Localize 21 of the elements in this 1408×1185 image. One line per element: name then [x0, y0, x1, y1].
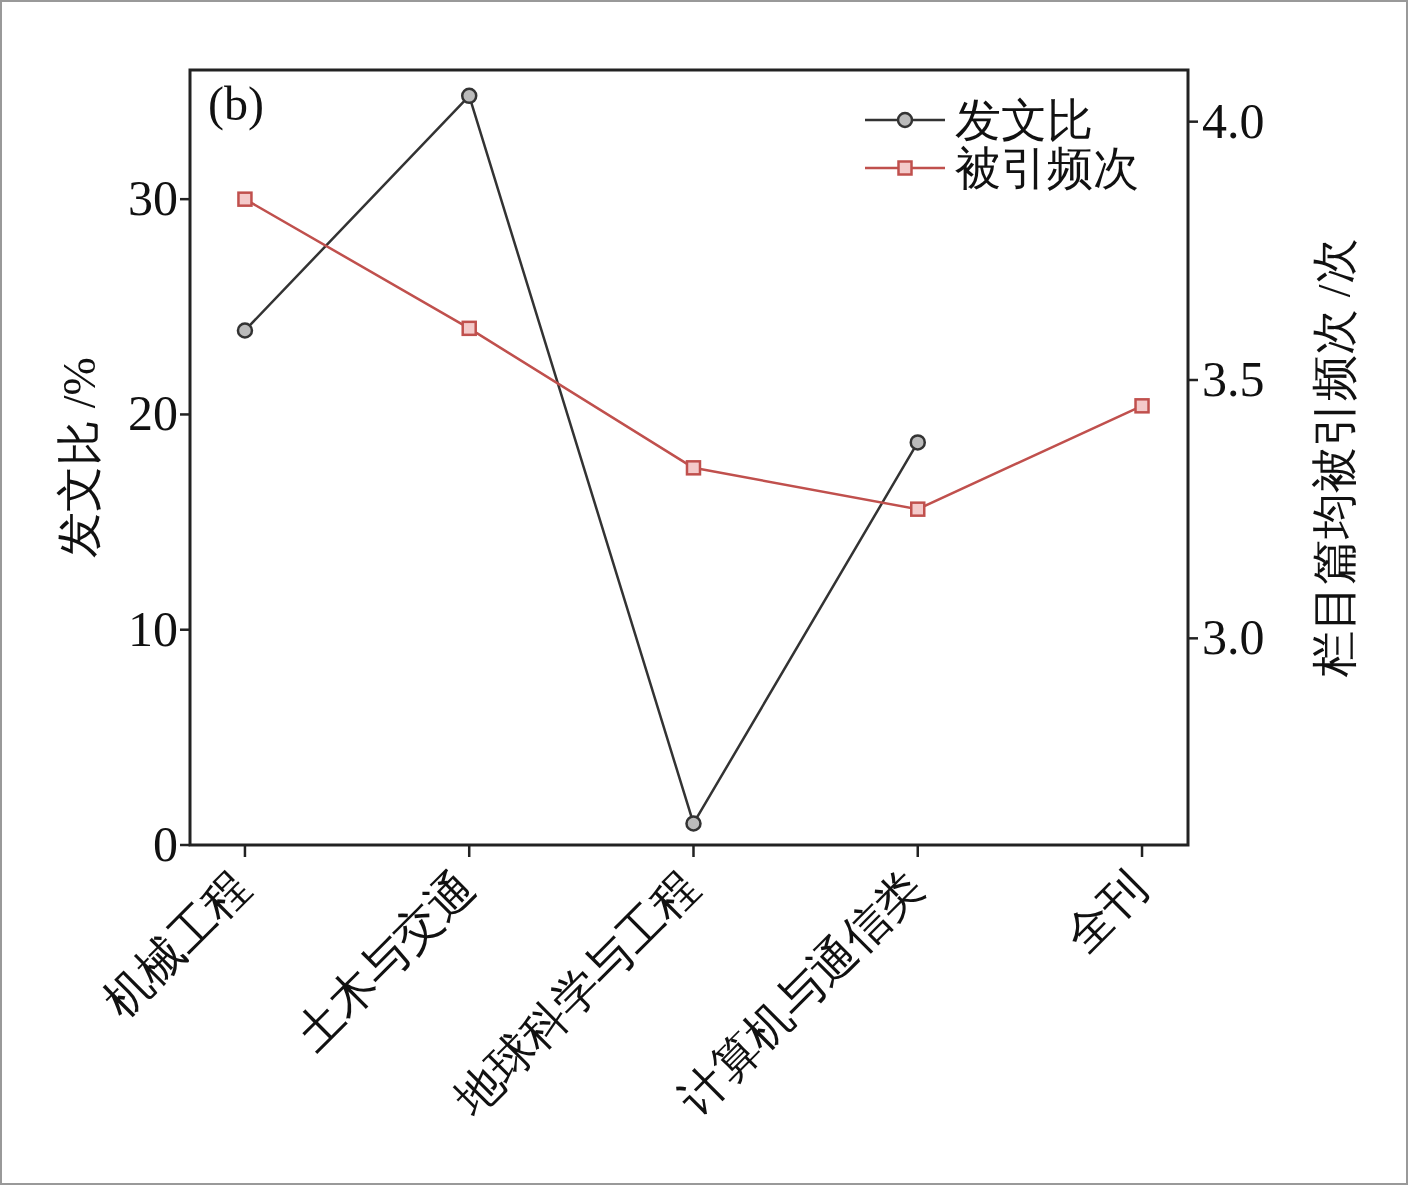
y-tick-label: 20 [128, 385, 178, 442]
point [237, 191, 253, 207]
y2-tick-label: 3.0 [1202, 609, 1265, 666]
point [461, 320, 477, 337]
legend-label: 被引频次 [955, 143, 1139, 194]
point [1134, 398, 1150, 414]
legend-label: 发文比 [955, 95, 1093, 146]
y-axis-title: 发文比 /% [54, 357, 105, 558]
point [685, 815, 702, 832]
y-tick-label: 30 [128, 170, 178, 227]
point [909, 434, 927, 451]
y2-tick-label: 4.0 [1202, 92, 1265, 149]
point [460, 87, 478, 105]
point [910, 501, 926, 517]
y2-tick-label: 3.5 [1202, 351, 1265, 407]
point [236, 322, 254, 339]
point [685, 460, 702, 476]
annotation: (b) [208, 77, 264, 131]
x-tick-label: 全刊 [1055, 861, 1158, 963]
y2-axis-title: 栏目篇均被引频次 /次 [1309, 238, 1360, 678]
y-tick-label: 10 [128, 600, 178, 657]
